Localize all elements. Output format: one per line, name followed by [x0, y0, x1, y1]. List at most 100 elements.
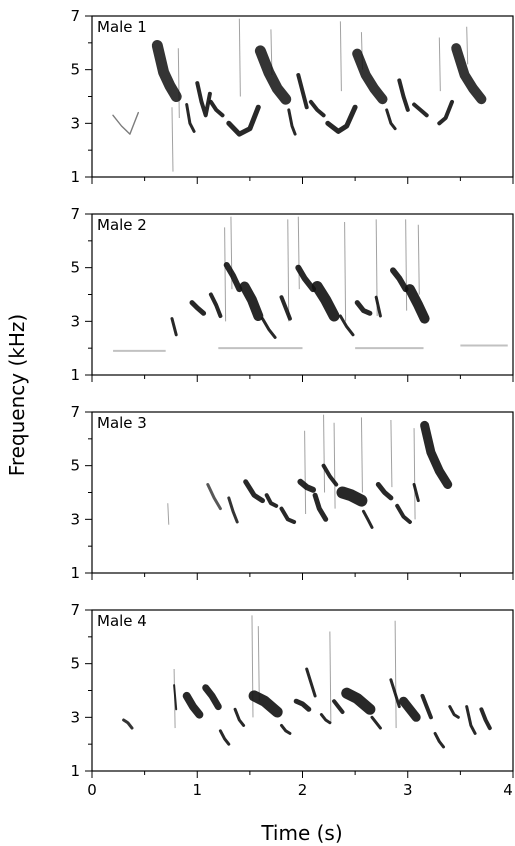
- syllable-trace: [208, 292, 223, 318]
- syllable-trace: [390, 267, 409, 293]
- syllable-trace: [374, 295, 382, 318]
- panel-label: Male 3: [97, 414, 147, 432]
- harmonic-streak: [171, 107, 174, 172]
- syllable-trace: [182, 691, 204, 719]
- syllable-trace: [389, 678, 401, 709]
- syllable-trace: [319, 713, 332, 725]
- x-tick-label: 1: [192, 781, 202, 799]
- syllable-trace: [341, 687, 376, 715]
- y-tick-label: 7: [70, 403, 80, 421]
- syllable-trace: [151, 40, 182, 102]
- syllable-trace: [122, 718, 134, 730]
- y-tick-label: 1: [70, 564, 80, 582]
- syllable-trace: [370, 715, 382, 730]
- panel-label: Male 1: [97, 18, 147, 36]
- spectrogram-content: [122, 615, 492, 749]
- spectrogram-content: [112, 18, 487, 172]
- harmonic-streak: [333, 422, 336, 509]
- syllable-trace: [385, 108, 397, 131]
- syllable-trace: [295, 264, 316, 293]
- syllable-trace: [218, 729, 231, 746]
- harmonic-streak: [405, 219, 408, 311]
- syllable-trace: [261, 317, 277, 339]
- harmonic-streak: [394, 620, 397, 729]
- panel-background: [92, 610, 513, 771]
- syllable-trace: [448, 705, 460, 719]
- y-tick-label: 1: [70, 168, 80, 186]
- syllable-trace: [254, 45, 292, 105]
- syllable-trace: [437, 99, 454, 126]
- y-tick-label: 7: [70, 7, 80, 25]
- spectrogram-content: [113, 216, 508, 352]
- x-tick-label: 2: [298, 781, 308, 799]
- harmonic-streak: [339, 21, 342, 92]
- syllable-trace: [338, 314, 355, 337]
- harmonic-streak: [238, 18, 241, 97]
- harmonic-streak: [297, 216, 300, 290]
- syllable-trace: [479, 707, 492, 731]
- harmonic-streak: [438, 37, 441, 92]
- y-tick-label: 1: [70, 762, 80, 780]
- syllable-trace: [308, 99, 326, 118]
- y-tick-label: 7: [70, 601, 80, 619]
- harmonic-streak: [224, 227, 227, 322]
- syllable-trace: [297, 478, 316, 493]
- syllable-trace: [279, 506, 297, 524]
- y-tick-label: 7: [70, 205, 80, 223]
- syllable-trace: [465, 705, 477, 735]
- x-tick-label: 0: [87, 781, 97, 799]
- harmonic-streak: [413, 428, 416, 520]
- y-tick-label: 5: [70, 61, 80, 79]
- panels-group: Male 1 1 3 5 7 Male 2 1 3 5 7 Male 3 1 3 5 7 Male 4 1 3 5 7…: [70, 7, 514, 799]
- syllable-trace: [279, 295, 292, 321]
- syllable-trace: [280, 723, 292, 735]
- syllable-trace: [375, 482, 394, 501]
- harmonic-streak: [417, 224, 420, 295]
- syllable-trace: [451, 43, 487, 105]
- syllable-trace: [332, 699, 345, 714]
- syllable-trace: [223, 262, 243, 293]
- syllable-trace: [226, 104, 261, 137]
- harmonic-streak: [167, 503, 170, 525]
- syllable-trace: [362, 509, 374, 529]
- harmonic-streak: [466, 26, 469, 65]
- harmonic-streak: [287, 219, 290, 322]
- harmonic-streak: [344, 222, 347, 322]
- syllable-trace: [352, 48, 388, 105]
- syllable-trace: [233, 707, 246, 727]
- harmonic-streak: [360, 417, 363, 493]
- syllable-trace: [325, 104, 358, 134]
- syllable-trace: [112, 111, 139, 135]
- harmonic-streak: [304, 430, 307, 514]
- x-axis-title: Time (s): [260, 821, 342, 845]
- syllable-trace: [395, 503, 412, 524]
- panel-background: [92, 214, 513, 375]
- y-tick-label: 5: [70, 457, 80, 475]
- syllable-trace: [354, 300, 373, 316]
- syllable-trace: [433, 731, 445, 749]
- y-tick-label: 3: [70, 114, 80, 132]
- syllable-trace: [189, 300, 207, 316]
- syllable-trace: [264, 493, 279, 508]
- syllable-trace: [399, 696, 421, 722]
- x-tick-label: 3: [403, 781, 413, 799]
- harmonic-streak: [390, 420, 393, 488]
- syllable-trace: [296, 73, 309, 110]
- y-tick-label: 5: [70, 655, 80, 673]
- syllable-trace: [227, 496, 239, 524]
- x-tick-label: 4: [503, 781, 513, 799]
- syllable-trace: [293, 698, 312, 712]
- spectrogram-panel: Male 2 1 3 5 7: [70, 205, 514, 384]
- syllable-trace: [321, 463, 339, 487]
- syllable-trace: [248, 690, 283, 718]
- syllable-trace: [397, 78, 410, 112]
- syllable-trace: [202, 684, 222, 711]
- y-tick-label: 3: [70, 312, 80, 330]
- syllable-trace: [311, 281, 340, 322]
- syllable-trace: [206, 483, 222, 511]
- spectrogram-panel: Male 1 1 3 5 7: [70, 7, 514, 186]
- y-tick-label: 1: [70, 366, 80, 384]
- harmonic-streak: [257, 626, 260, 702]
